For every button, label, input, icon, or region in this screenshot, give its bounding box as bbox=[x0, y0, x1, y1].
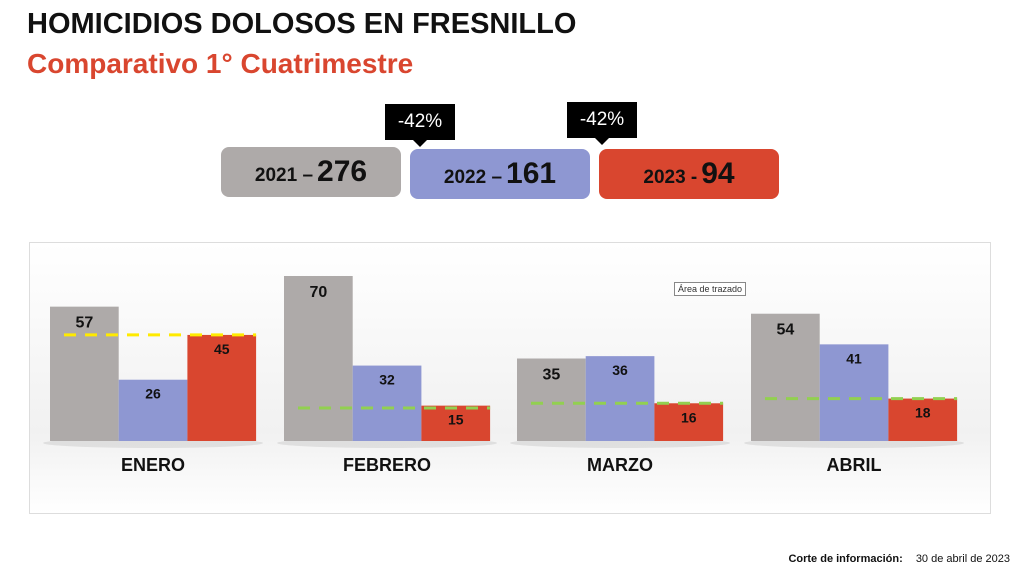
bar-2022-abril bbox=[819, 344, 889, 441]
total-2023-box: 2023 - 94 bbox=[599, 149, 779, 199]
data-label: 41 bbox=[846, 350, 862, 366]
bar-2023-febrero bbox=[421, 405, 491, 441]
bar-2023-enero bbox=[187, 334, 257, 441]
bar-2021-marzo bbox=[517, 358, 586, 441]
category-label: ABRIL bbox=[827, 455, 882, 475]
category-label: MARZO bbox=[587, 455, 653, 475]
bar-2021-enero bbox=[50, 306, 119, 441]
total-value: 161 bbox=[506, 157, 557, 190]
bar-2022-enero bbox=[118, 379, 188, 441]
total-value: 276 bbox=[317, 155, 368, 188]
total-value: 94 bbox=[701, 157, 735, 190]
bar-2022-marzo bbox=[585, 356, 655, 441]
change-callout-2: -42% bbox=[567, 102, 637, 145]
data-label: 36 bbox=[612, 362, 628, 378]
total-year: 2023 - bbox=[643, 167, 698, 188]
total-year: 2022 – bbox=[443, 167, 503, 188]
bar-2023-abril bbox=[888, 398, 958, 441]
data-label: 35 bbox=[542, 367, 560, 384]
bar-2021-febrero bbox=[284, 276, 353, 441]
change-callout-1: -42% bbox=[385, 104, 455, 147]
total-2021-box: 2021 – 276 bbox=[221, 147, 401, 197]
total-year: 2021 – bbox=[254, 165, 314, 186]
plot-area-tooltip: Área de trazado bbox=[674, 282, 747, 296]
data-label: 26 bbox=[145, 386, 161, 402]
category-label: ENERO bbox=[121, 455, 185, 475]
footer-date: 30 de abril de 2023 bbox=[915, 553, 1010, 565]
data-label: 32 bbox=[379, 372, 395, 388]
bar-2021-abril bbox=[751, 313, 820, 441]
page-subtitle: Comparativo 1° Cuatrimestre bbox=[27, 48, 414, 79]
data-label: 15 bbox=[448, 412, 464, 428]
category-label: FEBRERO bbox=[343, 455, 431, 475]
bar-2023-marzo bbox=[654, 403, 724, 441]
data-label: 45 bbox=[214, 341, 230, 357]
footer: Corte de información: 30 de abril de 202… bbox=[788, 553, 1010, 565]
data-label: 16 bbox=[681, 409, 697, 425]
page-title: HOMICIDIOS DOLOSOS EN FRESNILLO bbox=[27, 8, 577, 40]
data-label: 70 bbox=[309, 284, 327, 301]
total-2022-box: 2022 – 161 bbox=[410, 149, 590, 199]
data-label: 57 bbox=[75, 315, 93, 332]
data-label: 18 bbox=[915, 405, 931, 421]
bar-2022-febrero bbox=[352, 365, 422, 441]
data-label: 54 bbox=[776, 322, 794, 339]
footer-label: Corte de información: bbox=[788, 553, 903, 565]
